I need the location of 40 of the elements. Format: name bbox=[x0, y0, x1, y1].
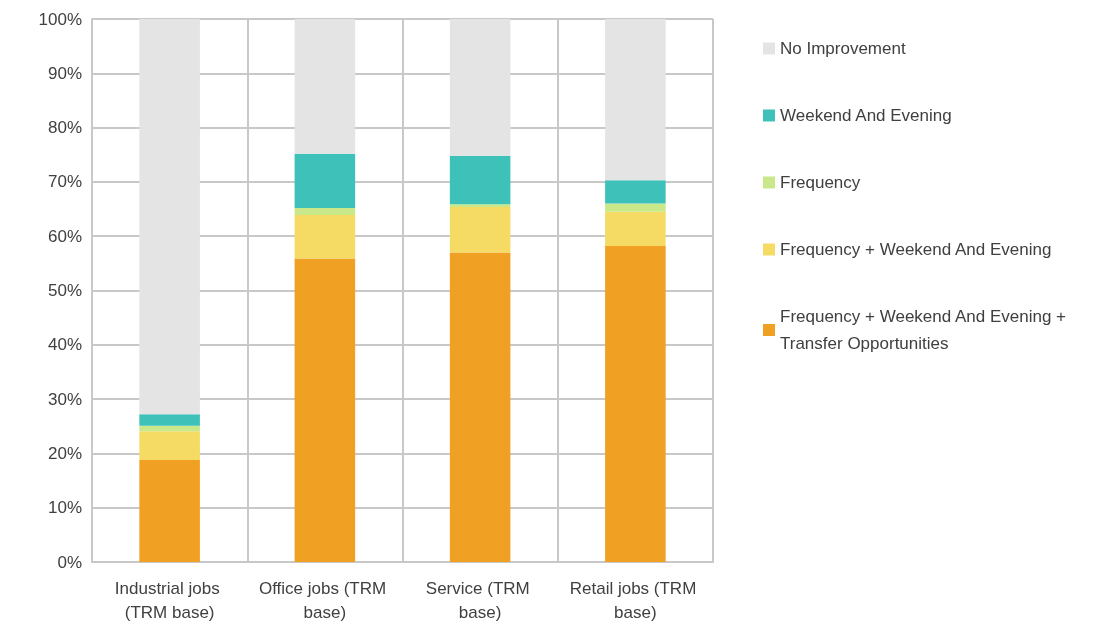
x-tick-label: Service (TRM base) bbox=[425, 578, 535, 622]
y-tick-label: 70% bbox=[47, 172, 82, 192]
bar bbox=[139, 425, 200, 432]
y-tick-label: 100% bbox=[38, 9, 82, 29]
bar bbox=[449, 155, 511, 205]
bar bbox=[449, 206, 511, 253]
bar bbox=[294, 153, 356, 208]
bar bbox=[449, 19, 511, 156]
y-tick-label: 0% bbox=[57, 552, 82, 572]
y-tick-label: 30% bbox=[47, 389, 82, 409]
x-tick-label: Industrial jobs (TRM base) bbox=[114, 578, 225, 622]
bar bbox=[139, 414, 200, 426]
y-tick-label: 90% bbox=[47, 63, 82, 83]
bar bbox=[294, 19, 356, 154]
bar bbox=[294, 207, 356, 216]
legend-label: Frequency + Weekend And Evening + Transfer Opportunities bbox=[780, 307, 1071, 353]
y-tick-label: 10% bbox=[47, 498, 82, 518]
y-tick-label: 50% bbox=[47, 281, 82, 300]
y-tick-label: 80% bbox=[47, 118, 82, 138]
bar bbox=[294, 215, 356, 259]
bar bbox=[449, 252, 511, 562]
y-tick-label: 40% bbox=[47, 335, 82, 355]
x-tick-label: Office jobs (TRM base) bbox=[258, 578, 391, 622]
bar bbox=[605, 180, 666, 204]
bar bbox=[605, 19, 666, 181]
bar bbox=[449, 204, 511, 207]
legend-label: Weekend And Evening bbox=[780, 106, 952, 125]
x-tick-label: Retail jobs (TRM base) bbox=[569, 578, 702, 622]
legend-label: No Improvement bbox=[780, 39, 906, 58]
legend-label: Frequency bbox=[780, 173, 861, 192]
bar bbox=[605, 245, 666, 562]
bar bbox=[139, 431, 200, 460]
legend-label: Frequency + Weekend And Evening bbox=[780, 240, 1052, 259]
y-tick-label: 20% bbox=[47, 443, 82, 463]
y-tick-label: 60% bbox=[47, 226, 82, 246]
bar bbox=[605, 203, 666, 212]
bar bbox=[139, 19, 200, 415]
bar bbox=[605, 211, 666, 246]
bar bbox=[294, 258, 356, 562]
bar bbox=[139, 459, 200, 562]
